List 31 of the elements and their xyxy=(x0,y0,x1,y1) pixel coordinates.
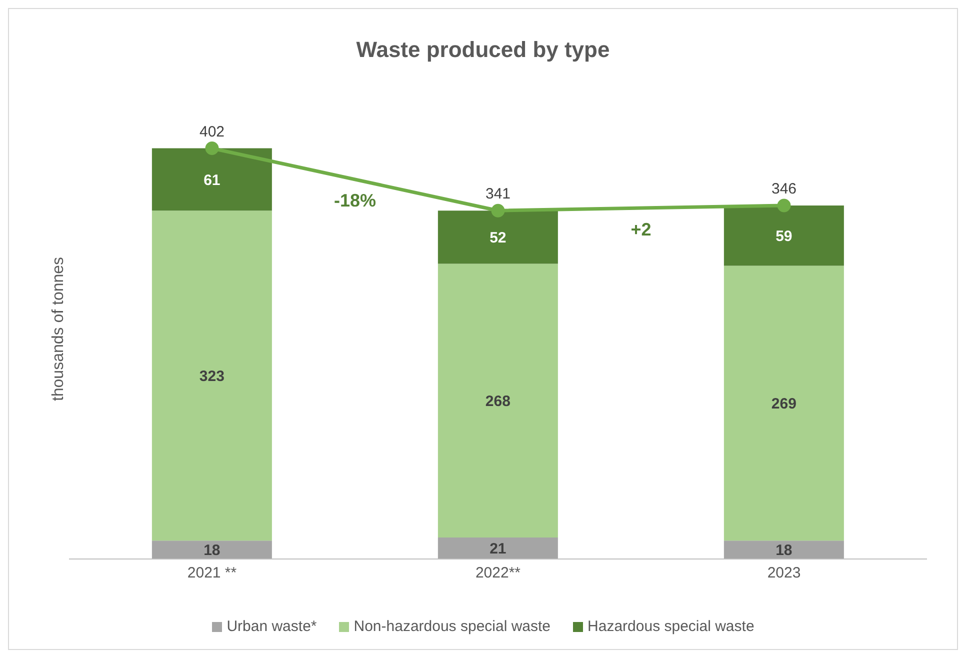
bar xyxy=(724,206,844,266)
annotation: +2 xyxy=(630,220,652,241)
data-label: 21 xyxy=(490,540,506,558)
data-label: 61 xyxy=(204,172,220,189)
data-label: 18 xyxy=(776,542,792,560)
data-label: 341 xyxy=(485,186,511,203)
data-label: 268 xyxy=(485,392,510,410)
bar xyxy=(724,266,844,541)
x-tick-label: 2023 xyxy=(767,564,801,582)
bar xyxy=(152,210,272,541)
bar xyxy=(724,540,844,559)
data-label: 269 xyxy=(771,396,796,413)
text: Waste produced by type xyxy=(355,37,611,63)
bar xyxy=(438,538,558,559)
data-label: 402 xyxy=(199,123,225,140)
data-label: 323 xyxy=(199,368,224,385)
data-label: 59 xyxy=(776,228,792,245)
data-label: 18 xyxy=(204,542,220,560)
bar xyxy=(152,148,272,211)
x-tick-label: 2021 ** xyxy=(187,564,237,582)
data-label: 52 xyxy=(490,229,506,246)
legend-label: Non-hazardous special waste xyxy=(354,618,551,635)
annotation: -18% xyxy=(334,190,376,212)
y-axis-title: thousands of tonnes xyxy=(50,256,68,402)
bar xyxy=(438,264,558,538)
x-tick-label: 2022** xyxy=(475,564,521,582)
legend-label: Urban waste* xyxy=(226,618,317,635)
bar xyxy=(438,210,558,264)
data-label: 346 xyxy=(771,180,797,198)
bar xyxy=(152,540,272,559)
legend-label: Hazardous special waste xyxy=(588,618,754,635)
